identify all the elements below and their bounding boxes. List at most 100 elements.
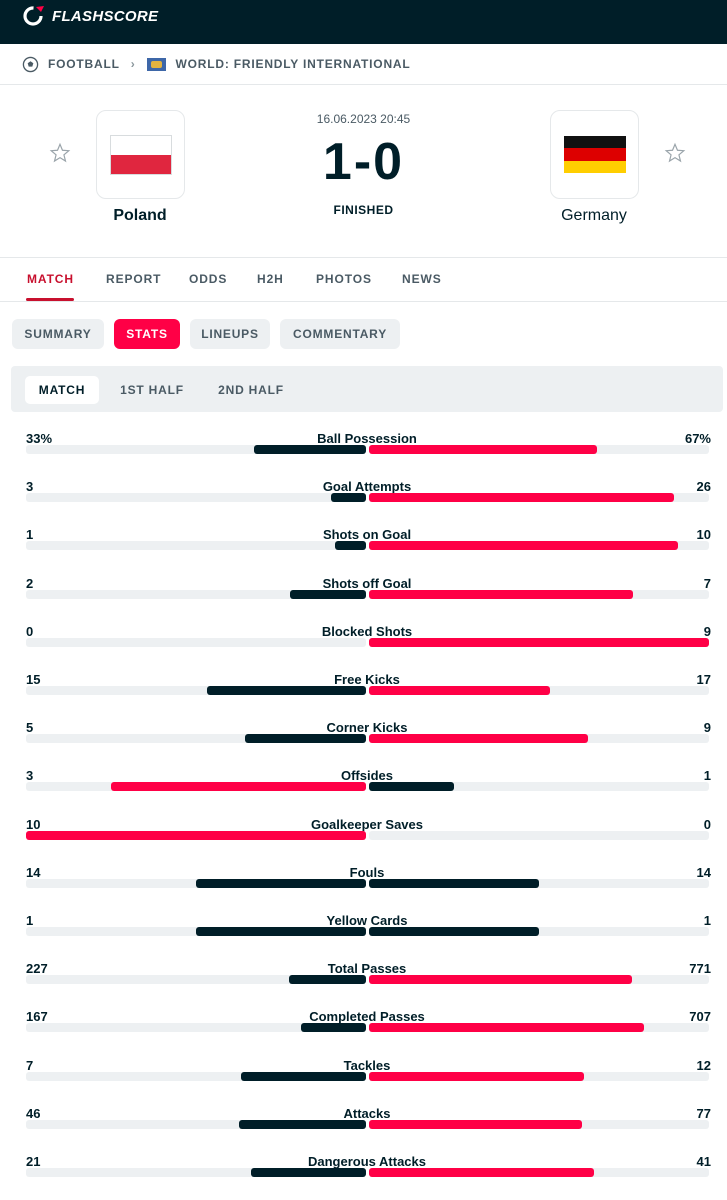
stat-row: 3 Offsides 1: [0, 768, 727, 816]
tab-news[interactable]: NEWS: [402, 272, 442, 286]
stat-home-track: [26, 830, 366, 840]
period-match[interactable]: MATCH: [25, 376, 99, 404]
stat-label: Shots off Goal: [322, 575, 412, 591]
main-tabs: MATCH REPORT ODDS H2H PHOTOS NEWS: [0, 258, 727, 302]
stat-label: Tackles: [343, 1057, 391, 1073]
brand-name: FLASHSCORE: [52, 7, 159, 25]
subtab-commentary[interactable]: COMMENTARY: [280, 319, 400, 349]
tab-report[interactable]: REPORT: [106, 272, 162, 286]
stat-row: 5 Corner Kicks 9: [0, 720, 727, 768]
stat-away-track: [369, 1119, 709, 1129]
stat-home-track: [26, 1071, 366, 1081]
period-first-half[interactable]: 1ST HALF: [120, 383, 184, 397]
stat-away-track: [369, 975, 709, 985]
stat-away-bar: [369, 541, 679, 551]
stat-row: 0 Blocked Shots 9: [0, 624, 727, 672]
stat-home-track: [26, 1119, 366, 1129]
stat-home-bar: [111, 782, 366, 792]
stat-home-bar: [196, 927, 366, 936]
stat-away-value: 0: [703, 816, 711, 832]
stat-home-bar: [335, 541, 366, 551]
stat-away-value: 771: [689, 961, 711, 977]
stat-home-bar: [238, 1119, 366, 1129]
subtab-lineups[interactable]: LINEUPS: [190, 319, 270, 349]
stat-away-value: 9: [703, 623, 711, 639]
stat-home-track: [26, 1168, 366, 1177]
stat-label: Free Kicks: [334, 672, 400, 687]
stat-away-track: [369, 541, 709, 551]
stat-home-track: [26, 589, 366, 599]
breadcrumb-competition[interactable]: WORLD: FRIENDLY INTERNATIONAL: [175, 57, 411, 71]
stat-label: Yellow Cards: [326, 913, 408, 928]
stat-home-track: [26, 637, 366, 647]
stat-home-bar: [206, 686, 366, 695]
match-score: 1-0: [322, 133, 405, 191]
stat-away-value: 12: [696, 1057, 711, 1073]
stat-home-track: [26, 927, 366, 936]
top-bar: FLASHSCORE: [0, 0, 727, 44]
football-icon: [22, 56, 39, 72]
stat-home-bar: [196, 878, 366, 888]
stat-away-bar: [369, 1023, 645, 1033]
stat-away-bar: [369, 637, 709, 647]
subtab-stats[interactable]: STATS: [114, 319, 180, 349]
stat-home-track: [26, 734, 366, 744]
stat-away-value: 10: [696, 527, 711, 543]
stat-row: 46 Attacks 77: [0, 1106, 727, 1154]
home-team-name[interactable]: Poland: [113, 207, 167, 224]
stat-away-bar: [369, 878, 539, 888]
stat-away-track: [369, 927, 709, 936]
stat-away-track: [369, 782, 709, 792]
stat-away-value: 1: [703, 768, 711, 784]
stat-label: Shots on Goal: [322, 527, 412, 543]
stat-home-bar: [290, 589, 366, 599]
stat-away-track: [369, 637, 709, 647]
stat-home-track: [26, 782, 366, 792]
flashscore-logo[interactable]: FLASHSCORE: [22, 5, 158, 27]
stat-away-bar: [369, 493, 674, 503]
stat-away-track: [369, 830, 709, 840]
stat-away-track: [369, 686, 709, 695]
away-team-logo[interactable]: [550, 110, 639, 199]
stat-away-value: 14: [696, 864, 711, 880]
stat-row: 21 Dangerous Attacks 41: [0, 1154, 727, 1200]
stat-away-bar: [369, 975, 632, 985]
stat-label: Completed Passes: [309, 1009, 425, 1025]
stat-home-bar: [244, 734, 366, 744]
period-second-half[interactable]: 2ND HALF: [218, 383, 284, 397]
favorite-away-star-icon[interactable]: [664, 142, 686, 164]
stat-label: Goalkeeper Saves: [310, 816, 424, 832]
stat-row: 227 Total Passes 771: [0, 961, 727, 1009]
subtab-summary[interactable]: SUMMARY: [12, 319, 104, 349]
stat-away-value: 707: [689, 1009, 711, 1025]
stat-away-value: 17: [696, 672, 711, 687]
stat-away-bar: [369, 782, 454, 792]
stat-row: 1 Yellow Cards 1: [0, 913, 727, 961]
away-team-name[interactable]: Germany: [561, 207, 627, 224]
tab-photos[interactable]: PHOTOS: [316, 272, 372, 286]
stat-home-value: 3: [26, 768, 34, 784]
tab-match[interactable]: MATCH: [27, 272, 74, 286]
stat-label: Total Passes: [327, 961, 407, 977]
stat-home-value: 227: [26, 961, 48, 977]
stat-home-value: 10: [26, 816, 41, 832]
stat-home-bar: [253, 445, 366, 454]
stat-away-track: [369, 1023, 709, 1033]
stat-away-value: 41: [696, 1154, 711, 1169]
stat-away-bar: [369, 445, 597, 454]
breadcrumb-sport[interactable]: FOOTBALL: [48, 57, 120, 71]
stat-away-track: [369, 1071, 709, 1081]
stat-away-value: 9: [703, 720, 711, 736]
stat-away-bar: [369, 1119, 582, 1129]
favorite-home-star-icon[interactable]: [49, 142, 71, 164]
breadcrumb: FOOTBALL › WORLD: FRIENDLY INTERNATIONAL: [0, 44, 727, 85]
home-team-logo[interactable]: [96, 110, 185, 199]
tab-odds[interactable]: ODDS: [189, 272, 228, 286]
stat-row: 2 Shots off Goal 7: [0, 576, 727, 624]
period-selector: MATCH 1ST HALF 2ND HALF: [11, 366, 723, 412]
stat-home-value: 167: [26, 1009, 48, 1025]
stat-home-value: 33%: [26, 431, 53, 446]
tab-h2h[interactable]: H2H: [257, 272, 284, 286]
stat-label: Attacks: [343, 1105, 391, 1121]
stat-label: Ball Possession: [317, 431, 417, 446]
